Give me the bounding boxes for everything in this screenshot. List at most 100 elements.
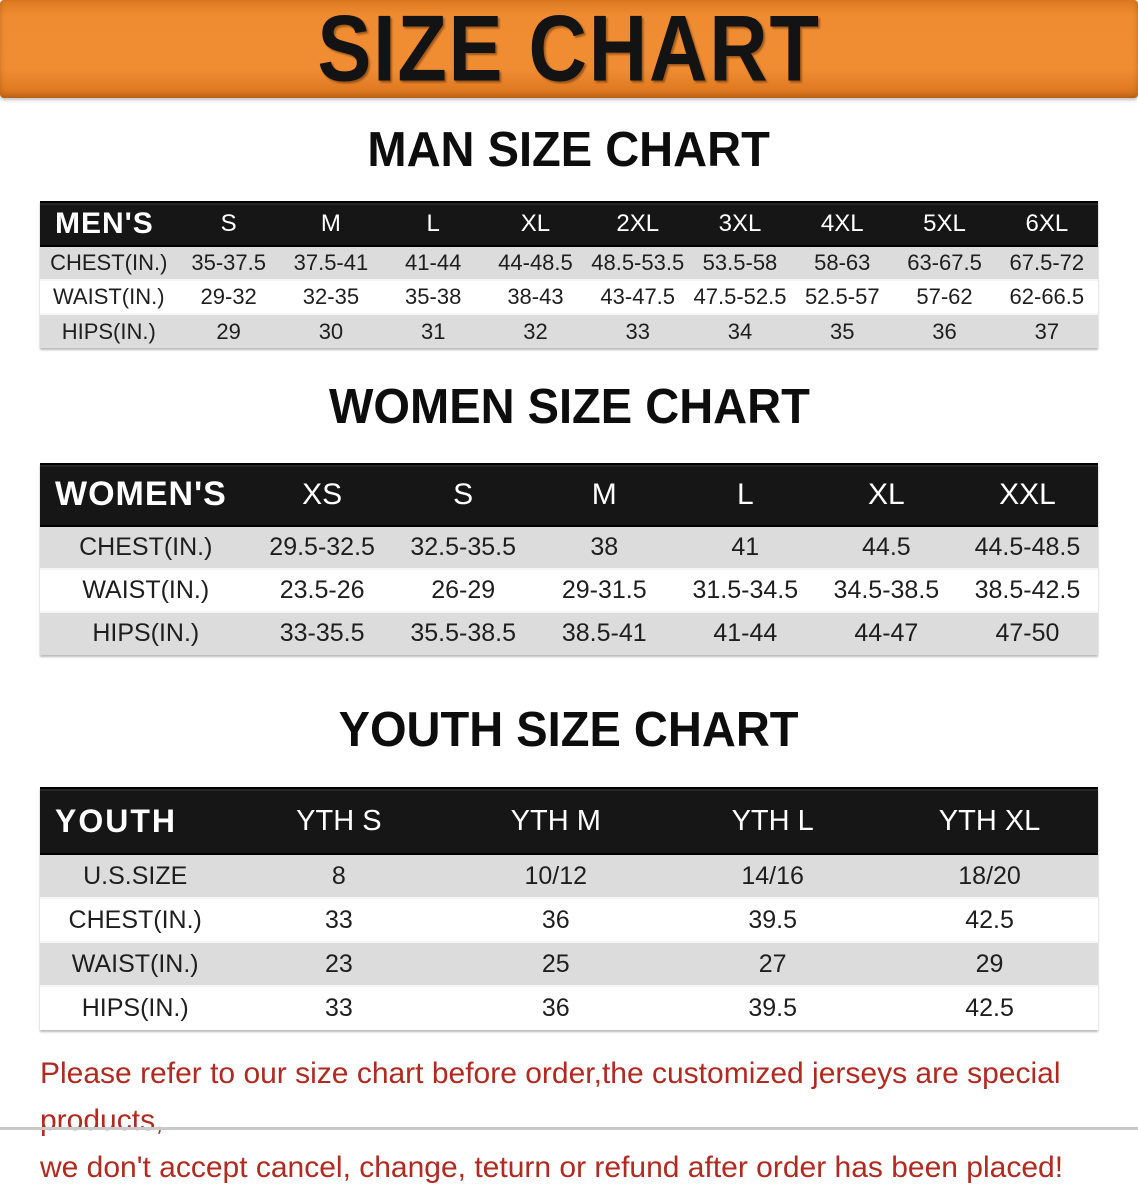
table-header-row: WOMEN'S XS S M L XL XXL xyxy=(40,462,1098,527)
women-size-chart-heading-text: WOMEN SIZE CHART xyxy=(328,380,810,435)
size-column-header: 2XL xyxy=(586,201,689,248)
table-row: WAIST(IN.) 23.5-26 26-29 29-31.5 31.5-34.5 34… xyxy=(40,568,1098,612)
size-value-cell: 37.5-41 xyxy=(293,250,369,276)
size-value-cell: 44.5-48.5 xyxy=(974,532,1081,561)
bottom-divider xyxy=(0,1127,1138,1130)
size-value-cell: 36 xyxy=(541,905,570,934)
size-value-cell: 31.5-34.5 xyxy=(692,575,799,604)
measurement-label-cell: HIPS(IN.) xyxy=(81,994,189,1023)
size-value-cell: 48.5-53.5 xyxy=(591,250,685,276)
section-men: MAN SIZE CHART MEN'S S M L XL 2XL 3XL 4XL 5XL 6XL… xyxy=(0,123,1138,349)
size-value-cell: 33-35.5 xyxy=(279,619,365,648)
table-row: CHEST(IN.) 33 36 39.5 42.5 xyxy=(40,898,1098,943)
size-value-cell: 44-48.5 xyxy=(498,250,573,276)
size-value-cell: 29.5-32.5 xyxy=(269,532,375,561)
size-value-cell: 44.5 xyxy=(862,532,911,561)
size-value-cell: 41-44 xyxy=(713,619,778,648)
youth-size-chart-heading: YOUTH SIZE CHART xyxy=(0,702,1138,757)
section-women: WOMEN SIZE CHART WOMEN'S XS S M L XL XXL CHEST(… xyxy=(0,380,1138,655)
size-value-cell: 33 xyxy=(324,905,353,934)
size-column-header: 3XL xyxy=(688,201,792,248)
table-row: HIPS(IN.) 33 36 39.5 42.5 xyxy=(40,986,1098,1031)
size-value-cell: 67.5-72 xyxy=(1009,250,1085,276)
disclaimer-line-1: Please refer to our size chart before or… xyxy=(40,1057,1061,1138)
women-size-chart-heading: WOMEN SIZE CHART xyxy=(0,380,1138,435)
size-column-header: L xyxy=(674,462,816,527)
size-column-header: 6XL xyxy=(995,201,1098,248)
size-column-header: YTH M xyxy=(447,787,665,856)
size-value-cell: 47.5-52.5 xyxy=(693,284,787,310)
measurement-label-cell: WAIST(IN.) xyxy=(71,949,199,978)
size-value-cell: 25 xyxy=(541,949,570,978)
measurement-label-cell: HIPS(IN.) xyxy=(61,318,156,344)
size-value-cell: 58-63 xyxy=(814,250,871,276)
size-value-cell: 32 xyxy=(523,318,548,344)
size-value-cell: 42.5 xyxy=(965,905,1014,934)
size-value-cell: 29 xyxy=(975,949,1004,978)
measurement-label-cell: WAIST(IN.) xyxy=(82,575,210,604)
women-size-table: WOMEN'S XS S M L XL XXL CHEST(IN.) 29.5-32.5 32.5… xyxy=(40,462,1098,655)
size-value-cell: 52.5-57 xyxy=(804,284,880,310)
table-row: HIPS(IN.) 29 30 31 32 33 34 35 36 37 xyxy=(40,314,1098,349)
size-column-header: XS xyxy=(251,462,393,527)
size-value-cell: 30 xyxy=(318,318,344,344)
size-column-header: YTH XL xyxy=(881,787,1098,856)
table-body: CHEST(IN.) 29.5-32.5 32.5-35.5 38 41 44.5 44.5… xyxy=(40,525,1098,655)
size-value-cell: 34 xyxy=(727,318,753,344)
size-value-cell: 32-35 xyxy=(302,284,360,310)
measurement-label-cell: CHEST(IN.) xyxy=(68,905,202,934)
youth-size-chart-heading-text: YOUTH SIZE CHART xyxy=(339,702,799,757)
table-body: CHEST(IN.) 35-37.5 37.5-41 41-44 44-48.5 48.5… xyxy=(40,246,1098,349)
size-value-cell: 47-50 xyxy=(995,619,1060,648)
table-head: WOMEN'S XS S M L XL XXL xyxy=(40,462,1098,527)
size-value-cell: 38.5-42.5 xyxy=(974,575,1081,604)
table-row: U.S.SIZE 8 10/12 14/16 18/20 xyxy=(40,854,1098,899)
size-value-cell: 53.5-58 xyxy=(702,250,778,276)
table-row: WAIST(IN.) 29-32 32-35 35-38 38-43 43-47.5 47.… xyxy=(40,280,1098,315)
size-value-cell: 44-47 xyxy=(854,619,919,648)
measurement-label-cell: CHEST(IN.) xyxy=(79,532,213,561)
table-body: U.S.SIZE 8 10/12 14/16 18/20 CHEST(IN.) 33 36 39… xyxy=(40,854,1098,1031)
size-value-cell: 35.5-38.5 xyxy=(410,619,516,648)
size-value-cell: 33 xyxy=(625,318,650,344)
size-value-cell: 37 xyxy=(1034,318,1060,344)
size-column-header: YTH S xyxy=(230,787,448,856)
table-title-cell: YOUTH xyxy=(40,787,231,856)
size-column-header: 5XL xyxy=(893,201,996,248)
banner: SIZE CHART xyxy=(0,0,1138,98)
youth-size-table: YOUTH YTH S YTH M YTH L YTH XL U.S.SIZE 8 10/12… xyxy=(40,787,1098,1031)
size-value-cell: 23 xyxy=(324,949,353,978)
table-row: HIPS(IN.) 33-35.5 35.5-38.5 38.5-41 41-44 44-… xyxy=(40,611,1098,655)
size-value-cell: 38-43 xyxy=(507,284,564,310)
table-row: WAIST(IN.) 23 25 27 29 xyxy=(40,942,1098,987)
size-value-cell: 57-62 xyxy=(916,284,973,310)
size-value-cell: 36 xyxy=(932,318,957,344)
size-column-header: M xyxy=(279,201,383,248)
size-value-cell: 39.5 xyxy=(748,905,797,934)
size-value-cell: 42.5 xyxy=(965,994,1014,1023)
size-column-header: XXL xyxy=(956,462,1098,527)
size-value-cell: 29-31.5 xyxy=(561,575,647,604)
size-value-cell: 27 xyxy=(758,949,787,978)
content: MAN SIZE CHART MEN'S S M L XL 2XL 3XL 4XL 5XL 6XL… xyxy=(0,123,1138,1031)
size-value-cell: 29-32 xyxy=(200,284,257,310)
size-column-header: XL xyxy=(815,462,957,527)
size-value-cell: 35-37.5 xyxy=(191,250,266,276)
size-column-header: S xyxy=(392,462,534,527)
size-column-header: M xyxy=(533,462,675,527)
size-value-cell: 41 xyxy=(731,532,760,561)
men-size-table: MEN'S S M L XL 2XL 3XL 4XL 5XL 6XL CHEST(IN.) 35-37… xyxy=(40,201,1098,349)
size-column-header: L xyxy=(382,201,485,248)
man-size-chart-heading-text: MAN SIZE CHART xyxy=(367,123,771,177)
size-value-cell: 62-66.5 xyxy=(1009,284,1085,310)
size-value-cell: 36 xyxy=(541,994,570,1023)
size-column-header: S xyxy=(177,201,280,248)
size-value-cell: 35-38 xyxy=(405,284,462,310)
table-title-cell: WOMEN'S xyxy=(40,462,252,527)
size-value-cell: 33 xyxy=(324,994,353,1023)
measurement-label-cell: HIPS(IN.) xyxy=(92,619,200,648)
measurement-label-cell: U.S.SIZE xyxy=(83,861,188,890)
size-value-cell: 32.5-35.5 xyxy=(410,532,516,561)
size-value-cell: 8 xyxy=(331,861,346,890)
banner-title: SIZE CHART xyxy=(317,0,821,102)
